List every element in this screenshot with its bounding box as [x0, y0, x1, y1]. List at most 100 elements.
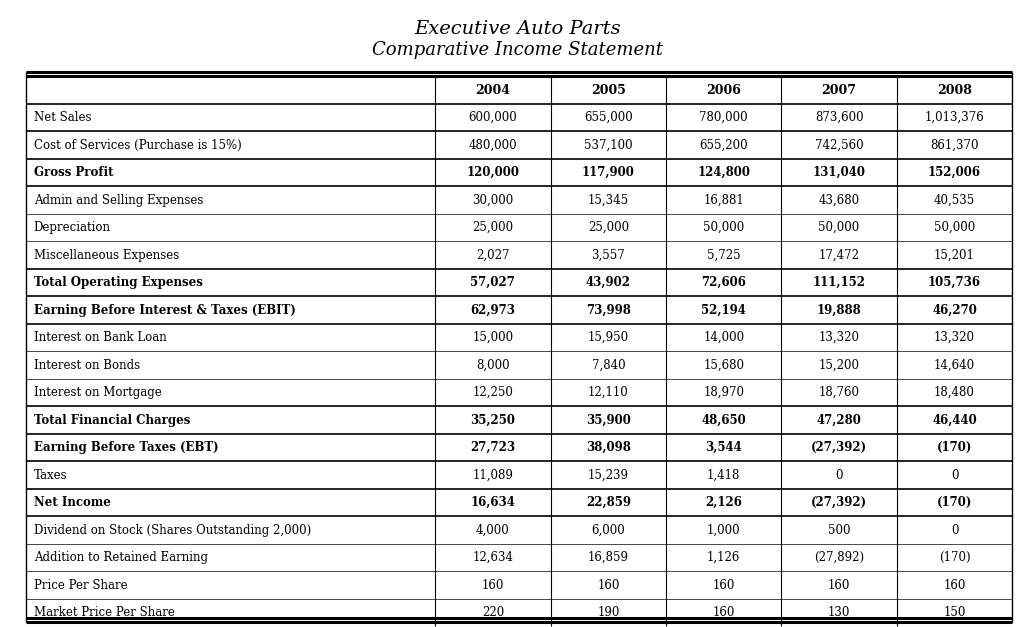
Text: Cost of Services (Purchase is 15%): Cost of Services (Purchase is 15%)	[34, 139, 241, 152]
Text: 2006: 2006	[706, 84, 741, 97]
Text: 38,098: 38,098	[586, 441, 630, 454]
Text: 11,089: 11,089	[472, 468, 513, 482]
Text: 27,723: 27,723	[470, 441, 515, 454]
Text: 150: 150	[943, 606, 966, 619]
Text: 15,239: 15,239	[588, 468, 629, 482]
Text: 8,000: 8,000	[476, 359, 509, 372]
Text: 13,320: 13,320	[819, 331, 860, 344]
Text: 7,840: 7,840	[592, 359, 625, 372]
Text: 131,040: 131,040	[812, 166, 865, 179]
Text: 6,000: 6,000	[591, 524, 625, 537]
Text: Depreciation: Depreciation	[34, 221, 111, 234]
Text: 12,634: 12,634	[472, 551, 513, 564]
Text: 873,600: 873,600	[815, 111, 863, 124]
Text: 19,888: 19,888	[817, 303, 861, 317]
Text: 25,000: 25,000	[472, 221, 513, 234]
Text: 160: 160	[828, 579, 851, 592]
Text: (27,392): (27,392)	[811, 441, 867, 454]
Text: 160: 160	[481, 579, 504, 592]
Text: 16,881: 16,881	[704, 194, 744, 207]
Text: 50,000: 50,000	[819, 221, 860, 234]
Text: 160: 160	[943, 579, 966, 592]
Text: 52,194: 52,194	[702, 303, 746, 317]
Text: 14,000: 14,000	[703, 331, 744, 344]
Text: 15,950: 15,950	[588, 331, 629, 344]
Text: 18,480: 18,480	[935, 386, 975, 399]
Text: 655,000: 655,000	[584, 111, 632, 124]
Text: 2007: 2007	[822, 84, 857, 97]
Text: 73,998: 73,998	[586, 303, 630, 317]
Text: Interest on Mortgage: Interest on Mortgage	[34, 386, 161, 399]
Text: Dividend on Stock (Shares Outstanding 2,000): Dividend on Stock (Shares Outstanding 2,…	[34, 524, 310, 537]
Text: 130: 130	[828, 606, 851, 619]
Text: 160: 160	[712, 606, 735, 619]
Text: 12,110: 12,110	[588, 386, 628, 399]
Text: 62,973: 62,973	[471, 303, 515, 317]
Text: 25,000: 25,000	[588, 221, 629, 234]
Text: Net Sales: Net Sales	[34, 111, 91, 124]
Text: 40,535: 40,535	[934, 194, 975, 207]
Text: (170): (170)	[937, 496, 972, 509]
Text: 152,006: 152,006	[928, 166, 981, 179]
Text: 480,000: 480,000	[469, 139, 518, 152]
Text: 2008: 2008	[937, 84, 972, 97]
Text: 4,000: 4,000	[476, 524, 510, 537]
Text: 2004: 2004	[475, 84, 510, 97]
Text: Admin and Selling Expenses: Admin and Selling Expenses	[34, 194, 203, 207]
Text: 2,126: 2,126	[705, 496, 742, 509]
Text: 15,201: 15,201	[935, 249, 975, 261]
Text: 0: 0	[835, 468, 842, 482]
Text: 160: 160	[597, 579, 620, 592]
Text: 1,000: 1,000	[707, 524, 740, 537]
Text: Interest on Bonds: Interest on Bonds	[34, 359, 140, 372]
Text: 5,725: 5,725	[707, 249, 740, 261]
Text: 124,800: 124,800	[698, 166, 750, 179]
Text: Executive Auto Parts: Executive Auto Parts	[414, 20, 621, 38]
Text: 15,000: 15,000	[472, 331, 513, 344]
Text: 15,345: 15,345	[588, 194, 629, 207]
Text: 50,000: 50,000	[934, 221, 975, 234]
Text: Comparative Income Statement: Comparative Income Statement	[372, 41, 663, 59]
Text: 15,680: 15,680	[703, 359, 744, 372]
Text: (27,892): (27,892)	[815, 551, 864, 564]
Text: 600,000: 600,000	[469, 111, 518, 124]
Text: Net Income: Net Income	[34, 496, 111, 509]
Text: 120,000: 120,000	[467, 166, 520, 179]
Text: 18,760: 18,760	[819, 386, 860, 399]
Text: 0: 0	[951, 524, 958, 537]
Text: Market Price Per Share: Market Price Per Share	[34, 606, 175, 619]
Text: (170): (170)	[939, 551, 971, 564]
Text: (170): (170)	[937, 441, 972, 454]
Text: 46,270: 46,270	[933, 303, 977, 317]
Text: 655,200: 655,200	[700, 139, 748, 152]
Text: 3,557: 3,557	[591, 249, 625, 261]
Text: 15,200: 15,200	[819, 359, 860, 372]
Text: 18,970: 18,970	[703, 386, 744, 399]
Text: 16,634: 16,634	[471, 496, 515, 509]
Text: 17,472: 17,472	[819, 249, 860, 261]
Text: 13,320: 13,320	[934, 331, 975, 344]
Text: 780,000: 780,000	[700, 111, 748, 124]
Text: Addition to Retained Earning: Addition to Retained Earning	[34, 551, 208, 564]
Text: 0: 0	[951, 468, 958, 482]
Text: 1,418: 1,418	[707, 468, 740, 482]
Text: Price Per Share: Price Per Share	[34, 579, 127, 592]
Text: 500: 500	[828, 524, 851, 537]
Text: Total Operating Expenses: Total Operating Expenses	[34, 277, 203, 289]
Text: Gross Profit: Gross Profit	[34, 166, 113, 179]
Text: 111,152: 111,152	[812, 277, 865, 289]
Text: Total Financial Charges: Total Financial Charges	[34, 414, 190, 426]
Text: (27,392): (27,392)	[811, 496, 867, 509]
Text: 190: 190	[597, 606, 620, 619]
Text: 35,900: 35,900	[586, 414, 630, 426]
Text: 16,859: 16,859	[588, 551, 629, 564]
Text: 105,736: 105,736	[928, 277, 981, 289]
Text: 72,606: 72,606	[702, 277, 746, 289]
Text: 30,000: 30,000	[472, 194, 513, 207]
Text: 220: 220	[481, 606, 504, 619]
Text: 22,859: 22,859	[586, 496, 630, 509]
Text: 50,000: 50,000	[703, 221, 744, 234]
Text: 57,027: 57,027	[471, 277, 515, 289]
Text: 47,280: 47,280	[817, 414, 861, 426]
Text: Earning Before Interest & Taxes (EBIT): Earning Before Interest & Taxes (EBIT)	[34, 303, 296, 317]
